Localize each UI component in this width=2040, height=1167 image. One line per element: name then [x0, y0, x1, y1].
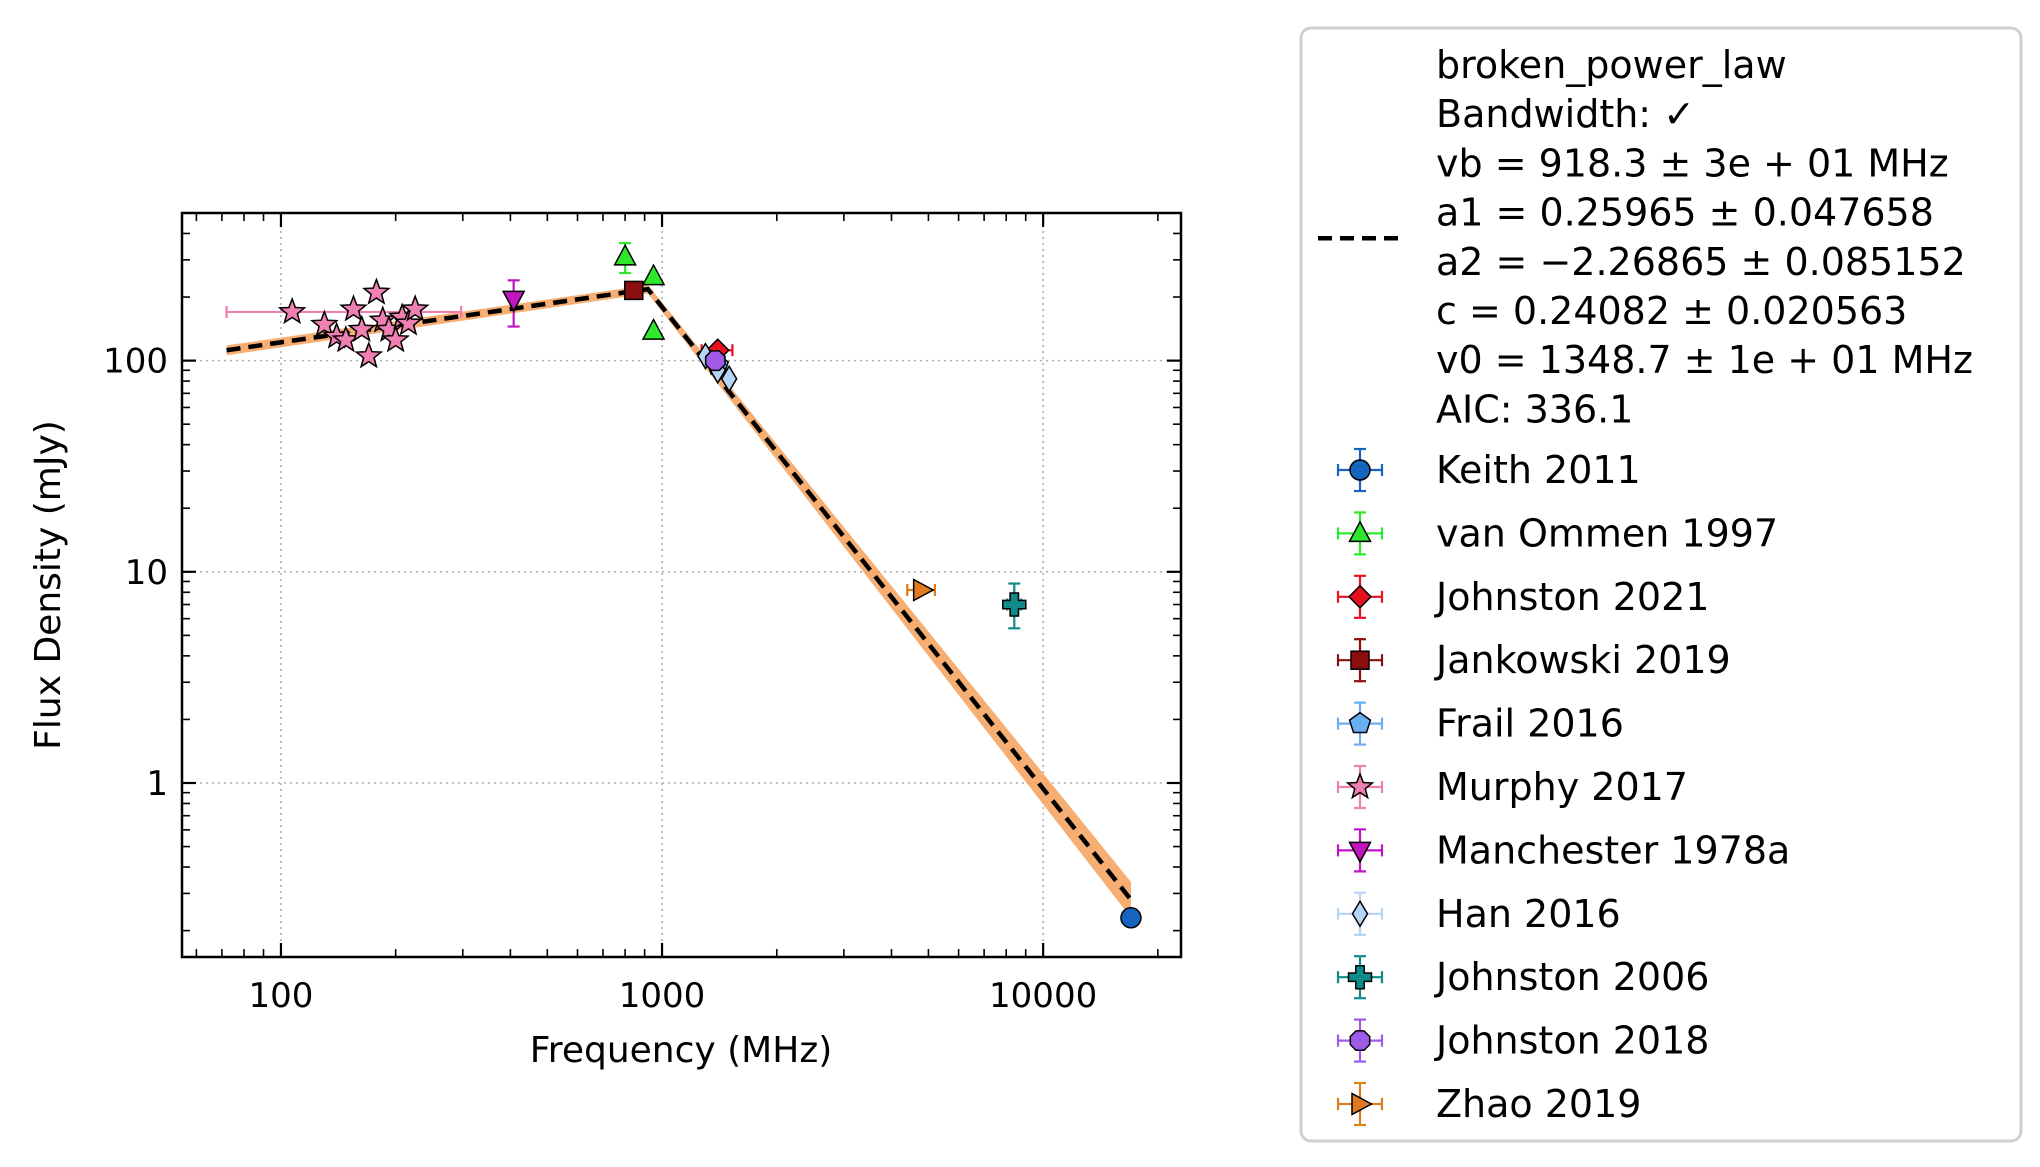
- legend-label-murphy-2017: Murphy 2017: [1436, 765, 1688, 809]
- legend-label-johnston-2006: Johnston 2006: [1434, 955, 1709, 999]
- y-tick-label: 100: [103, 342, 168, 382]
- legend-fit-label-line: vb = 918.3 ± 3e + 01 MHz: [1436, 141, 1949, 185]
- jankowski-2019-point: [624, 280, 644, 301]
- han-2016-point: [720, 364, 738, 393]
- legend-marker-johnston-2018: [1349, 1030, 1371, 1052]
- grid-lines: [182, 213, 1181, 957]
- legend-label-manchester-1978a: Manchester 1978a: [1436, 828, 1790, 872]
- legend-marker-frail-2016: [1348, 711, 1372, 734]
- legend-label-johnston-2021: Johnston 2021: [1434, 575, 1709, 619]
- murphy-2017-point: [347, 314, 377, 342]
- legend-marker-keith-2011: [1349, 459, 1371, 481]
- plot-frame: [180, 211, 1183, 959]
- legend-marker-van-ommen-1997: [1348, 520, 1372, 543]
- legend: broken_power_law Bandwidth: ✓ vb = 918.3 ±…: [1299, 26, 2023, 1143]
- johnston-2018-point: [704, 350, 726, 372]
- legend-fit-label-line: c = 0.24082 ± 0.020563: [1436, 289, 1907, 333]
- murphy-2017-point: [400, 294, 430, 322]
- murphy-2017-point: [309, 309, 339, 337]
- zhao-2019-point: [912, 578, 935, 602]
- legend-fit-label-line: v0 = 1348.7 ± 1e + 01 MHz: [1436, 338, 1973, 382]
- murphy-2017-point: [339, 294, 368, 322]
- murphy-2017-point: [394, 308, 423, 336]
- legend-label-johnston-2018: Johnston 2018: [1434, 1019, 1709, 1063]
- legend-marker-johnston-2006: [1347, 964, 1373, 990]
- murphy-2017-point: [354, 341, 384, 369]
- manchester-1978a-point: [501, 290, 526, 313]
- legend-label-keith-2011: Keith 2011: [1436, 448, 1641, 492]
- legend-marker-johnston-2021: [1347, 584, 1373, 609]
- legend-label-zhao-2019: Zhao 2019: [1436, 1082, 1641, 1126]
- legend-label-jankowski-2019: Jankowski 2019: [1434, 638, 1731, 682]
- murphy-2017-point: [277, 296, 307, 325]
- legend-marker-zhao-2019: [1351, 1092, 1374, 1116]
- y-tick-label: 1: [146, 764, 168, 804]
- legend-marker-murphy-2017: [1345, 771, 1375, 800]
- murphy-2017-point: [362, 277, 391, 305]
- legend-fit-label-line: Bandwidth: ✓: [1436, 92, 1695, 136]
- data-points: [277, 243, 1142, 929]
- x-tick-label: 1000: [619, 976, 706, 1016]
- legend-label-han-2016: Han 2016: [1436, 892, 1621, 936]
- keith-2011-point: [1120, 907, 1142, 929]
- y-axis-title: Flux Density (mJy): [28, 420, 69, 750]
- legend-fit-label-line: broken_power_law: [1436, 43, 1787, 87]
- legend-frame: [1299, 26, 2023, 1143]
- legend-fit-label-line: a1 = 0.25965 ± 0.047658: [1436, 191, 1934, 235]
- legend-label-van-ommen-1997: van Ommen 1997: [1436, 511, 1778, 555]
- murphy-2017-point: [381, 325, 411, 353]
- legend-fit-label-line: a2 = −2.26865 ± 0.085152: [1436, 240, 1966, 284]
- legend-marker-jankowski-2019: [1350, 650, 1370, 670]
- x-tick-label: 100: [248, 976, 313, 1016]
- van-ommen-1997-point: [641, 317, 666, 340]
- axis-ticks: 100 1000 10000 1 10 100: [103, 212, 1181, 1016]
- x-tick-label: 10000: [989, 976, 1097, 1016]
- legend-marker-manchester-1978a: [1348, 841, 1372, 864]
- legend-marker-han-2016: [1351, 899, 1369, 928]
- van-ommen-1997-point: [613, 243, 637, 266]
- legend-fit-label-line: AIC: 336.1: [1436, 387, 1633, 431]
- legend-label-frail-2016: Frail 2016: [1436, 702, 1624, 746]
- y-tick-label: 10: [125, 553, 168, 593]
- van-ommen-1997-point: [641, 263, 666, 286]
- johnston-2006-point: [1002, 592, 1027, 617]
- x-axis-title: Frequency (MHz): [530, 1030, 833, 1071]
